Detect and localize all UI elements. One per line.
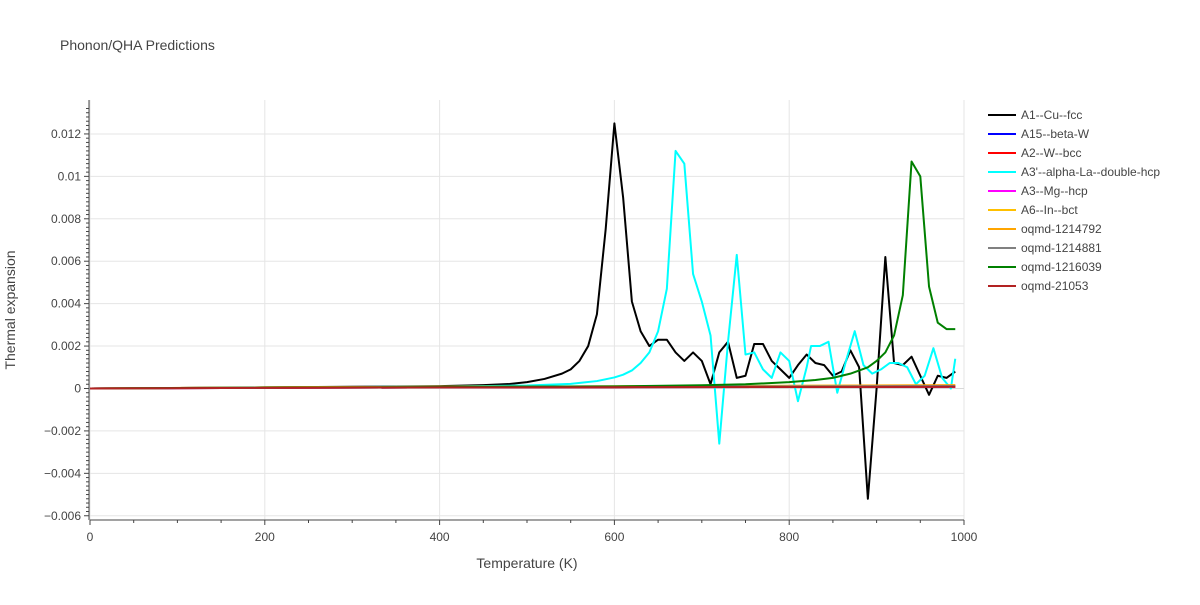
legend-item-oqmd-21053[interactable]: oqmd-21053 bbox=[988, 279, 1089, 293]
x-tick-label: 0 bbox=[87, 530, 94, 544]
legend-item-a1-cu-fcc[interactable]: A1--Cu--fcc bbox=[988, 108, 1082, 122]
legend-item-a3-mg-hcp[interactable]: A3--Mg--hcp bbox=[988, 184, 1088, 198]
x-tick-label: 400 bbox=[430, 530, 450, 544]
axes: 0 200 400 600 800 1000 −0.006 −0.004 −0.002 0 0.00… bbox=[44, 100, 978, 544]
legend-item-a2-w-bcc[interactable]: A2--W--bcc bbox=[988, 146, 1081, 160]
legend-label: A3--Mg--hcp bbox=[1021, 184, 1088, 198]
y-axis-title: Thermal expansion bbox=[2, 250, 18, 369]
y-tick-label: 0.01 bbox=[58, 169, 82, 183]
legend-label: A15--beta-W bbox=[1021, 127, 1090, 141]
legend-item-a6-in-bct[interactable]: A6--In--bct bbox=[988, 203, 1078, 217]
chart-title: Phonon/QHA Predictions bbox=[60, 37, 215, 53]
legend-label: oqmd-1216039 bbox=[1021, 260, 1102, 274]
grid-lines bbox=[89, 100, 965, 520]
y-tick-label: −0.006 bbox=[44, 509, 81, 523]
y-tick-label: −0.004 bbox=[44, 466, 81, 480]
y-tick-label: −0.002 bbox=[44, 424, 81, 438]
legend-label: A1--Cu--fcc bbox=[1021, 108, 1082, 122]
y-tick-label: 0.012 bbox=[51, 127, 81, 141]
x-tick-label: 600 bbox=[604, 530, 624, 544]
legend-item-a15-beta-w[interactable]: A15--beta-W bbox=[988, 127, 1090, 141]
y-tick-label: 0.004 bbox=[51, 297, 81, 311]
legend-label: oqmd-1214881 bbox=[1021, 241, 1102, 255]
legend-item-oqmd-1214792[interactable]: oqmd-1214792 bbox=[988, 222, 1102, 236]
legend-label: A2--W--bcc bbox=[1021, 146, 1081, 160]
legend-label: A3'--alpha-La--double-hcp bbox=[1021, 165, 1160, 179]
y-tick-label: 0.002 bbox=[51, 339, 81, 353]
y-tick-label: 0.006 bbox=[51, 254, 81, 268]
legend-item-oqmd-1214881[interactable]: oqmd-1214881 bbox=[988, 241, 1102, 255]
x-tick-label: 1000 bbox=[951, 530, 978, 544]
legend-label: oqmd-21053 bbox=[1021, 279, 1089, 293]
x-tick-label: 200 bbox=[255, 530, 275, 544]
legend-item-oqmd-1216039[interactable]: oqmd-1216039 bbox=[988, 260, 1102, 274]
y-tick-label: 0.008 bbox=[51, 212, 81, 226]
legend[interactable]: A1--Cu--fcc A15--beta-W A2--W--bcc A3'--alp… bbox=[988, 108, 1160, 293]
x-tick-label: 800 bbox=[779, 530, 799, 544]
series-lines bbox=[89, 122, 957, 500]
legend-label: A6--In--bct bbox=[1021, 203, 1078, 217]
series-line-a3-alpha-la-double-hcp bbox=[89, 149, 957, 445]
series-line-a1-cu-fcc bbox=[89, 122, 956, 500]
y-tick-label: 0 bbox=[74, 381, 81, 395]
x-axis-title: Temperature (K) bbox=[476, 555, 577, 571]
legend-item-a3-alpha-la-double-hcp[interactable]: A3'--alpha-La--double-hcp bbox=[988, 165, 1160, 179]
legend-label: oqmd-1214792 bbox=[1021, 222, 1102, 236]
series-line-oqmd-21053 bbox=[89, 385, 956, 390]
